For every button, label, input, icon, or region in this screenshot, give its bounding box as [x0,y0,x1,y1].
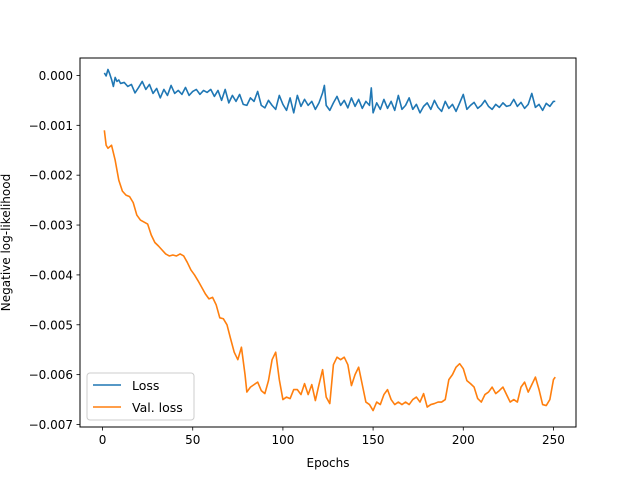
y-tick-label: −0.007 [29,418,73,432]
x-tick-label: 100 [271,433,294,447]
series-line-0 [103,68,556,114]
y-axis-label: Negative log-likelihood [0,174,13,311]
legend-label-val-loss: Val. loss [132,400,183,415]
series-layer [103,68,556,412]
x-tick-label: 200 [452,433,475,447]
x-tick-label: 250 [542,433,565,447]
y-tick-label: 0.000 [39,69,73,83]
plot-area [79,57,577,428]
y-tick-label: −0.005 [29,318,73,332]
y-tick-label: −0.006 [29,368,73,382]
y-tick-label: −0.001 [29,119,73,133]
x-tick-label: 0 [99,433,107,447]
legend: Loss Val. loss [86,372,195,421]
plot-frame [79,57,577,428]
y-tick-label: −0.004 [29,268,73,282]
y-axis: 0.000 −0.001 −0.002 −0.003 −0.004 −0.005 −0.00… [29,69,80,432]
legend-label-loss: Loss [132,378,159,393]
y-tick-label: −0.002 [29,169,73,183]
x-tick-label: 50 [185,433,200,447]
series-line-1 [103,130,556,412]
x-tick-label: 150 [362,433,385,447]
y-tick-label: −0.003 [29,219,73,233]
x-axis: 0 50 100 150 200 250 [99,427,565,447]
x-axis-label: Epochs [307,456,350,470]
